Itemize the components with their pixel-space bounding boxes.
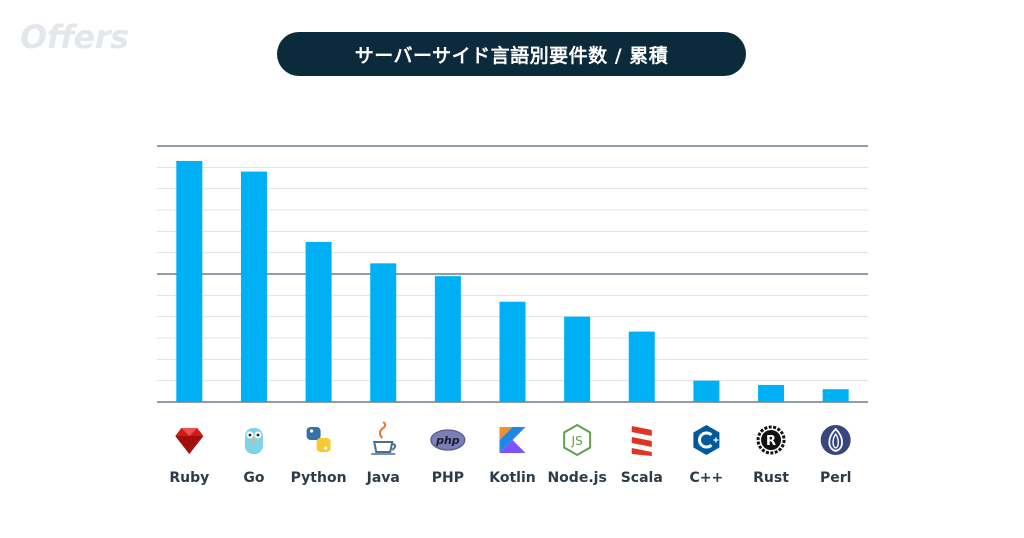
x-tick-label: Perl — [820, 470, 851, 486]
x-tick-label: Python — [291, 470, 347, 486]
ruby-gem-icon — [175, 428, 204, 454]
x-tick-label: Kotlin — [489, 470, 535, 486]
nodejs-icon: JS — [563, 423, 592, 457]
go-gopher-icon — [244, 428, 263, 454]
bar-ruby — [176, 160, 203, 402]
bar-perl — [822, 389, 849, 402]
perl-onion-icon — [820, 425, 851, 455]
bar-php — [434, 276, 461, 402]
category-icons: php JS R — [175, 421, 851, 457]
svg-text:php: php — [435, 434, 460, 447]
scala-icon — [631, 426, 652, 456]
bar-rust — [758, 384, 785, 402]
java-cup-icon — [371, 421, 397, 455]
bar-go — [240, 171, 267, 402]
cpp-icon — [693, 425, 720, 455]
x-tick-label: Go — [243, 470, 264, 486]
bar-node-js — [564, 316, 591, 402]
x-tick-label: Java — [366, 470, 400, 486]
chart-title: サーバーサイド言語別要件数 / 累積 — [277, 32, 746, 76]
bar-scala — [628, 331, 655, 402]
x-tick-label: Ruby — [169, 470, 209, 486]
category-labels: Ruby Go Python Java PHP Kotlin Node.js Scala C++… — [169, 470, 851, 486]
x-tick-label: Rust — [753, 470, 789, 486]
x-tick-label: Node.js — [547, 470, 606, 486]
kotlin-icon — [499, 427, 526, 453]
bar-c- — [693, 380, 720, 402]
bar-python — [305, 242, 332, 402]
bars — [176, 160, 849, 402]
offers-watermark: Offers — [20, 18, 129, 56]
python-icon — [306, 427, 331, 452]
php-icon: php — [430, 429, 466, 451]
svg-text:JS: JS — [571, 434, 583, 448]
bar-kotlin — [499, 301, 526, 402]
svg-text:R: R — [766, 434, 776, 449]
x-tick-label: PHP — [432, 470, 464, 486]
rust-icon: R — [756, 425, 786, 455]
x-tick-label: Scala — [621, 470, 663, 486]
chart-title-text: サーバーサイド言語別要件数 / 累積 — [354, 44, 669, 67]
bar-java — [370, 263, 397, 402]
x-tick-label: C++ — [690, 470, 724, 486]
